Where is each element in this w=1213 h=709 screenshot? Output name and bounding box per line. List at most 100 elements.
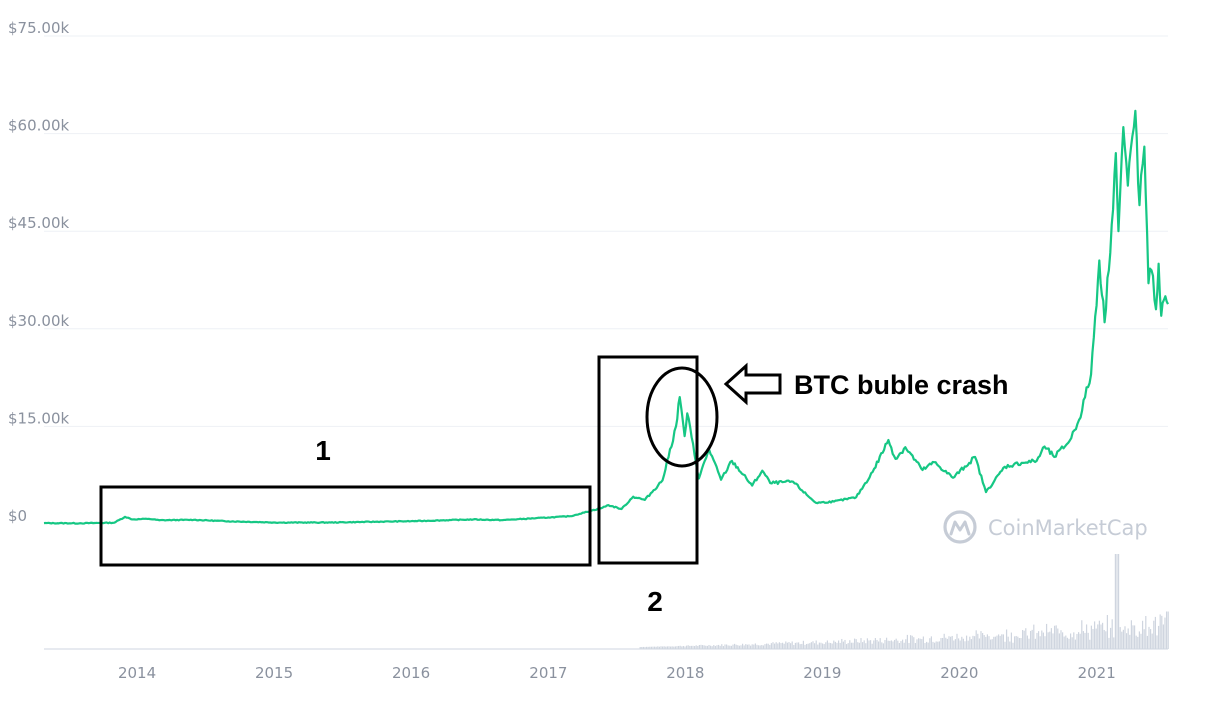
volume-bar xyxy=(1156,635,1158,649)
volume-bar xyxy=(684,646,686,649)
volume-bar xyxy=(927,642,929,649)
volume-bar xyxy=(956,633,958,649)
volume-bar xyxy=(1058,633,1060,649)
volume-bar xyxy=(1026,635,1028,649)
volume-bar xyxy=(676,646,678,649)
volume-bar xyxy=(756,644,758,649)
volume-bar xyxy=(769,644,771,649)
volume-bar xyxy=(663,646,665,649)
volume-bar xyxy=(1103,629,1105,649)
volume-bar xyxy=(953,640,955,649)
volume-bar xyxy=(641,646,643,649)
y-tick-label: $75.00k xyxy=(8,19,69,37)
volume-bar xyxy=(1012,642,1014,649)
volume-bar xyxy=(1018,638,1020,649)
volume-bar xyxy=(681,646,683,649)
volume-bar xyxy=(1065,635,1067,649)
volume-bar xyxy=(1153,620,1155,649)
volume-bar xyxy=(933,642,936,649)
volume-bar xyxy=(692,645,694,649)
volume-bar xyxy=(949,636,952,649)
volume-bar xyxy=(765,643,768,649)
volume-bar xyxy=(820,642,822,649)
volume-bar xyxy=(727,645,729,649)
volume-bar xyxy=(969,636,971,649)
volume-bar xyxy=(801,643,803,649)
volume-bar xyxy=(647,646,649,649)
volume-bar xyxy=(1143,629,1145,649)
volume-bar xyxy=(959,640,961,649)
volume-bar xyxy=(1060,630,1062,649)
volume-bar xyxy=(783,643,785,649)
volume-bar xyxy=(1007,636,1009,649)
volume-bar xyxy=(653,646,656,649)
volume-bar xyxy=(743,645,745,649)
volume-bar xyxy=(849,640,851,649)
volume-bar xyxy=(716,645,718,649)
volume-bar xyxy=(841,638,843,649)
volume-bar xyxy=(753,644,755,649)
volume-bar xyxy=(732,644,734,649)
volume-bar xyxy=(689,645,691,649)
volume-bar xyxy=(981,633,984,649)
volume-bar xyxy=(1039,636,1041,649)
volume-bar xyxy=(1092,628,1094,649)
volume-bar xyxy=(938,641,940,649)
volume-bar xyxy=(930,636,932,649)
volume-bar xyxy=(973,636,976,649)
volume-bar xyxy=(914,642,916,649)
volume-bar xyxy=(777,643,779,649)
volume-bar xyxy=(1074,639,1076,649)
volume-bar xyxy=(911,635,913,649)
volume-bar xyxy=(740,645,742,649)
volume-bar xyxy=(666,646,668,649)
volume-bar xyxy=(713,645,715,649)
volume-bar xyxy=(778,642,780,649)
x-tick-label: 2019 xyxy=(803,664,841,682)
volume-bar xyxy=(698,645,700,649)
volume-bar xyxy=(1044,636,1046,649)
volume-bar xyxy=(869,640,872,649)
volume-bar xyxy=(1167,611,1169,649)
volume-bar xyxy=(799,644,801,649)
volume-bar xyxy=(1138,631,1140,649)
volume-bar xyxy=(785,641,787,649)
volume-bars xyxy=(639,554,1169,649)
volume-bar xyxy=(751,644,753,649)
volume-bar xyxy=(639,647,641,649)
volume-bar xyxy=(1077,632,1080,649)
volume-bar xyxy=(1111,619,1113,649)
volume-bar xyxy=(837,640,840,649)
volume-bar xyxy=(1133,625,1136,649)
volume-bar xyxy=(711,646,713,649)
volume-bar xyxy=(823,644,825,649)
volume-bar xyxy=(1089,639,1091,649)
volume-bar xyxy=(991,639,993,649)
volume-bar xyxy=(917,638,920,649)
volume-bar xyxy=(1146,635,1148,649)
volume-bar xyxy=(775,642,777,649)
volume-bar xyxy=(898,642,900,649)
volume-bar xyxy=(708,644,710,649)
volume-bar xyxy=(855,639,857,649)
volume-bar xyxy=(940,638,942,649)
volume-bar xyxy=(709,645,712,649)
volume-bar xyxy=(853,638,856,649)
volume-bar xyxy=(988,636,990,649)
volume-bar xyxy=(994,636,996,649)
volume-bar xyxy=(1124,626,1126,649)
volume-bar xyxy=(997,634,1000,649)
volume-bar xyxy=(1097,624,1099,649)
volume-bar xyxy=(1021,630,1024,649)
volume-bar xyxy=(1132,625,1134,649)
volume-bar xyxy=(857,642,859,649)
volume-bar xyxy=(1116,554,1118,649)
volume-bar xyxy=(804,644,806,649)
volume-bar xyxy=(669,646,672,649)
watermark-text: CoinMarketCap xyxy=(988,516,1148,540)
volume-bar xyxy=(660,646,662,649)
volume-bar xyxy=(650,646,652,649)
coinmarketcap-watermark: CoinMarketCap xyxy=(943,510,1148,544)
volume-bar xyxy=(860,638,862,649)
volume-bar xyxy=(978,638,980,649)
